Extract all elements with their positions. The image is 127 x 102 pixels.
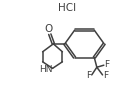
- Text: HCl: HCl: [58, 3, 76, 13]
- Text: F: F: [104, 60, 109, 69]
- Text: F: F: [103, 71, 108, 80]
- Text: HN: HN: [39, 65, 52, 74]
- Text: F: F: [86, 71, 92, 80]
- Text: O: O: [45, 24, 53, 34]
